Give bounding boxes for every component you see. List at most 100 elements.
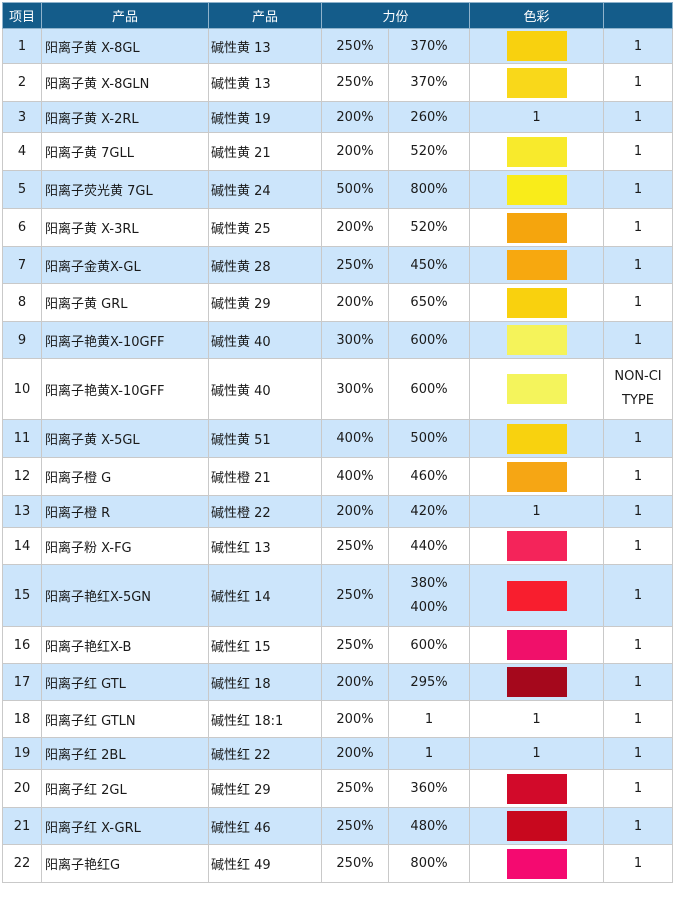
table-row: 7 阳离子金黄X-GL 碱性黄 28 250% 450% 1 <box>2 246 674 284</box>
strength-value-alt: 420% <box>410 504 448 519</box>
product-name: 阳离子黄 X-2RL <box>45 111 139 127</box>
cell-strength-2: 360% <box>387 769 471 808</box>
strength-value-alt: 260% <box>410 109 448 125</box>
product-name: 阳离子红 GTL <box>45 676 126 692</box>
cell-product-name: 阳离子红 2GL <box>41 769 209 808</box>
cell-strength-2: 600% <box>387 626 471 664</box>
color-swatch <box>506 174 567 205</box>
cell-last: 1 <box>603 844 674 883</box>
cell-last: 1 <box>603 63 674 102</box>
cell-basic-name: 碱性黄 29 <box>208 283 322 322</box>
cell-index: 15 <box>2 564 42 627</box>
cell-index: 10 <box>2 358 42 420</box>
header-row: 项目 产品 产品 力份 色彩 <box>2 2 674 29</box>
cell-strength-1: 200% <box>321 132 389 171</box>
strength-value-alt: 500% <box>410 431 448 446</box>
cell-basic-name: 碱性橙 21 <box>208 457 322 496</box>
basic-dye-name: 碱性红 18 <box>211 676 271 692</box>
last-column-value: 1 <box>633 856 643 871</box>
strength-value-alt: 1 <box>424 711 434 727</box>
cell-index: 22 <box>2 844 42 883</box>
cell-last: 1 <box>603 28 674 64</box>
product-name: 阳离子艳红X-5GN <box>45 590 152 605</box>
row-index: 11 <box>13 431 31 446</box>
last-column-value: NON-CI <box>614 369 662 384</box>
cell-product-name: 阳离子黄 X-8GLN <box>41 63 209 102</box>
cell-product-name: 阳离子红 GTLN <box>41 700 209 738</box>
cell-color <box>469 527 605 565</box>
table-row: 16 阳离子艳红X-B 碱性红 15 250% 600% 1 <box>2 626 674 664</box>
cell-strength-1: 200% <box>321 737 389 770</box>
basic-dye-name: 碱性黄 51 <box>211 433 271 448</box>
cell-product-name: 阳离子粉 X-FG <box>41 527 209 565</box>
color-value: 1 <box>532 711 541 727</box>
product-name: 阳离子黄 X-5GL <box>45 433 140 448</box>
cell-index: 11 <box>2 419 42 458</box>
product-name: 阳离子艳红X-B <box>45 639 132 655</box>
basic-dye-name: 碱性黄 19 <box>211 111 271 127</box>
cell-product-name: 阳离子艳黄X-10GFF <box>41 321 209 359</box>
cell-strength-2: 420% <box>387 495 471 528</box>
cell-strength-2: 380% 400% <box>387 564 471 627</box>
row-index: 17 <box>13 674 31 690</box>
row-index: 5 <box>17 182 27 197</box>
product-name: 阳离子红 2BL <box>45 748 126 763</box>
basic-dye-name: 碱性橙 21 <box>211 471 271 486</box>
strength-value-alt: 480% <box>410 818 448 834</box>
basic-dye-name: 碱性红 18:1 <box>211 713 284 729</box>
cell-last: 1 <box>603 663 674 701</box>
strength-value: 300% <box>336 381 374 397</box>
strength-value: 250% <box>336 637 374 653</box>
strength-value-alt: 600% <box>410 637 448 653</box>
table-row: 18 阳离子红 GTLN 碱性红 18:1 200% 1 1 1 <box>2 700 674 738</box>
cell-last: 1 <box>603 283 674 322</box>
cell-product-name: 阳离子黄 GRL <box>41 283 209 322</box>
product-name: 阳离子黄 X-8GLN <box>45 77 150 92</box>
product-name: 阳离子红 2GL <box>45 783 127 798</box>
cell-strength-1: 200% <box>321 283 389 322</box>
strength-value: 400% <box>336 431 374 446</box>
table-row: 5 阳离子荧光黄 7GL 碱性黄 24 500% 800% 1 <box>2 170 674 209</box>
cell-strength-2: 520% <box>387 208 471 247</box>
cell-last: 1 <box>603 495 674 528</box>
table-row: 2 阳离子黄 X-8GLN 碱性黄 13 250% 370% 1 <box>2 63 674 102</box>
cell-strength-2: 370% <box>387 63 471 102</box>
strength-value-alt: 800% <box>410 182 448 197</box>
table-row: 9 阳离子艳黄X-10GFF 碱性黄 40 300% 600% 1 <box>2 321 674 359</box>
cell-index: 20 <box>2 769 42 808</box>
cell-basic-name: 碱性黄 25 <box>208 208 322 247</box>
cell-basic-name: 碱性红 18:1 <box>208 700 322 738</box>
product-name: 阳离子粉 X-FG <box>45 540 132 556</box>
cell-strength-1: 250% <box>321 807 389 845</box>
basic-dye-name: 碱性黄 40 <box>211 334 271 350</box>
cell-color: 1 <box>469 700 605 738</box>
last-column-value: 1 <box>633 431 643 446</box>
strength-value: 200% <box>336 504 374 519</box>
cell-product-name: 阳离子红 X-GRL <box>41 807 209 845</box>
table-row: 11 阳离子黄 X-5GL 碱性黄 51 400% 500% 1 <box>2 419 674 458</box>
strength-value: 200% <box>336 144 374 159</box>
basic-dye-name: 碱性黄 13 <box>211 40 271 56</box>
product-name: 阳离子金黄X-GL <box>45 259 141 275</box>
table-row: 8 阳离子黄 GRL 碱性黄 29 200% 650% 1 <box>2 283 674 322</box>
color-swatch <box>506 580 567 611</box>
last-column-value: 1 <box>633 469 643 484</box>
cell-product-name: 阳离子金黄X-GL <box>41 246 209 284</box>
cell-color <box>469 208 605 247</box>
header-strength: 力份 <box>320 2 471 29</box>
cell-strength-1: 300% <box>321 321 389 359</box>
strength-value: 250% <box>336 856 374 871</box>
row-index: 3 <box>17 109 27 125</box>
row-index: 2 <box>17 75 27 90</box>
cell-last: NON-CI TYPE <box>603 358 674 420</box>
cell-last: 1 <box>603 737 674 770</box>
table-row: 17 阳离子红 GTL 碱性红 18 200% 295% 1 <box>2 663 674 701</box>
cell-strength-2: 460% <box>387 457 471 496</box>
basic-dye-name: 碱性黄 25 <box>211 222 271 237</box>
row-index: 18 <box>13 711 31 727</box>
product-name: 阳离子黄 X-3RL <box>45 222 139 237</box>
basic-dye-name: 碱性红 46 <box>211 820 271 836</box>
cell-index: 17 <box>2 663 42 701</box>
strength-value: 250% <box>336 75 374 90</box>
cell-last: 1 <box>603 457 674 496</box>
